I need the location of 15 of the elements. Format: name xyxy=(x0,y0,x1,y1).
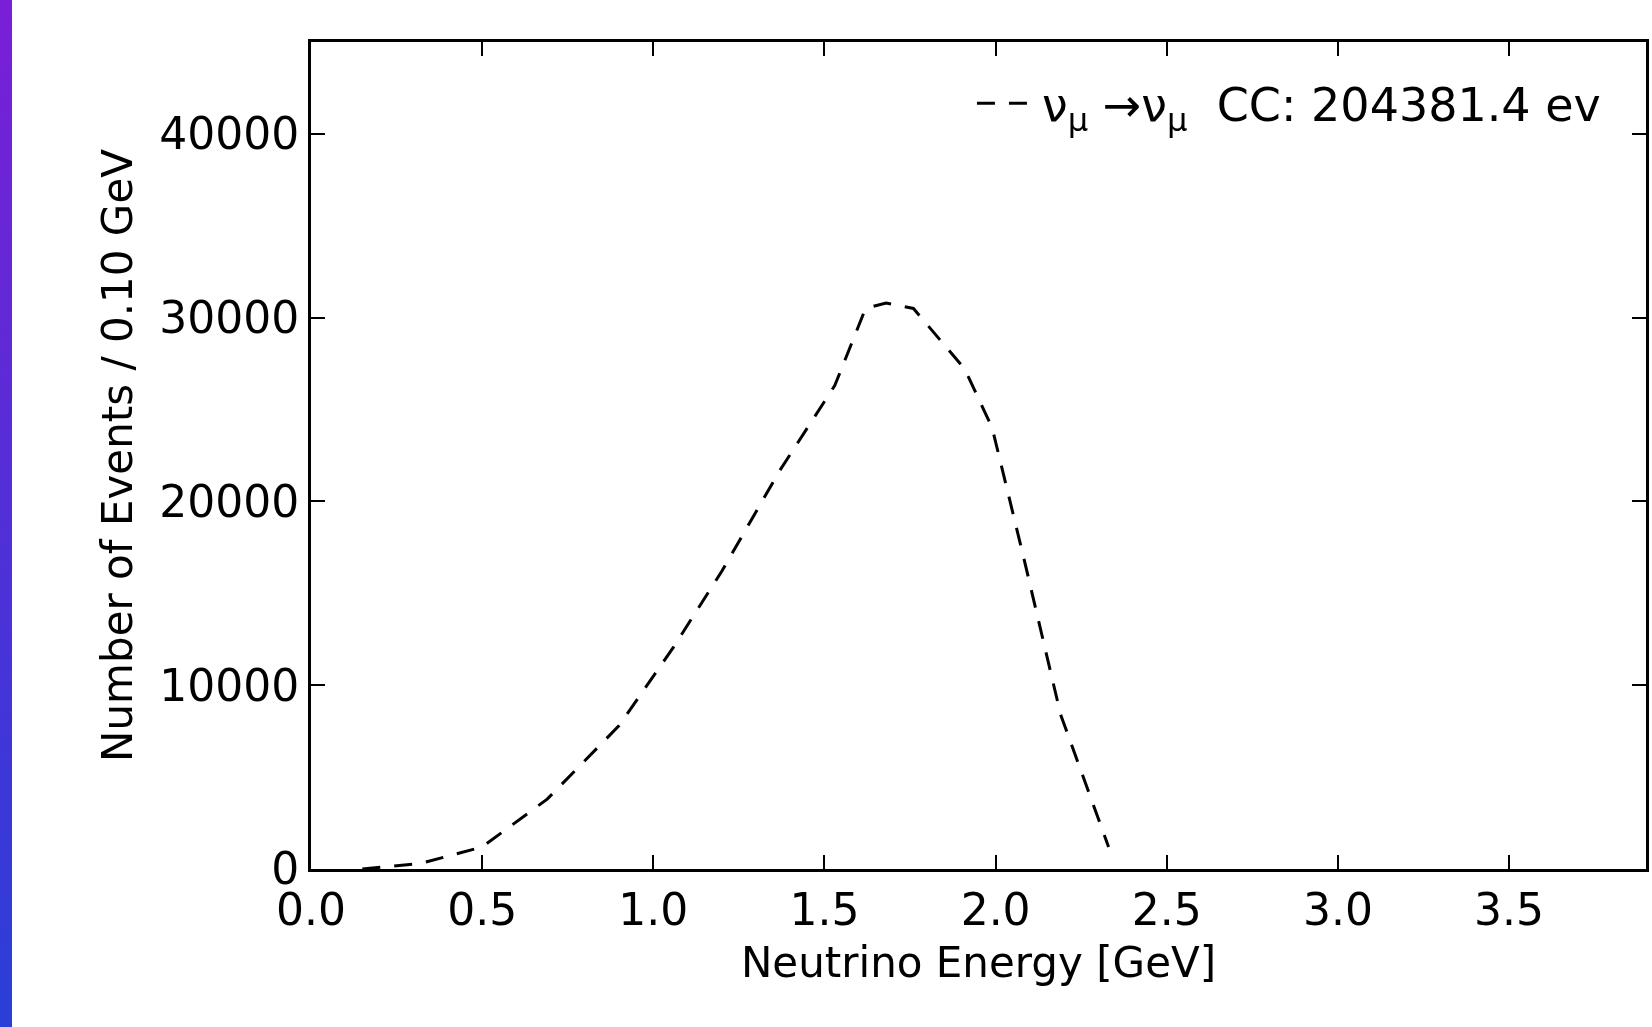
y-tick-label: 20000 xyxy=(159,475,300,527)
x-axis-title: Neutrino Energy [GeV] xyxy=(740,937,1217,987)
y-axis-title: Number of Events / 0.10 GeV xyxy=(93,148,143,762)
x-tick-label: 3.5 xyxy=(1474,883,1545,935)
y-tick-label: 40000 xyxy=(159,108,300,160)
x-tick-label: 3.0 xyxy=(1302,883,1373,935)
y-tick-label: 10000 xyxy=(159,659,300,711)
line-series xyxy=(360,301,1111,869)
x-tick-label: 0.5 xyxy=(447,883,518,935)
legend-label: ν$_{μ}$ →ν$_{μ}$ CC: 204381.4 ev xyxy=(1041,78,1601,139)
x-tick-label: 1.0 xyxy=(618,883,689,935)
x-tick-label: 2.5 xyxy=(1131,883,1202,935)
x-tick-label: 2.0 xyxy=(960,883,1031,935)
x-tick-label: 1.5 xyxy=(789,883,860,935)
y-tick-label: 30000 xyxy=(159,292,300,344)
